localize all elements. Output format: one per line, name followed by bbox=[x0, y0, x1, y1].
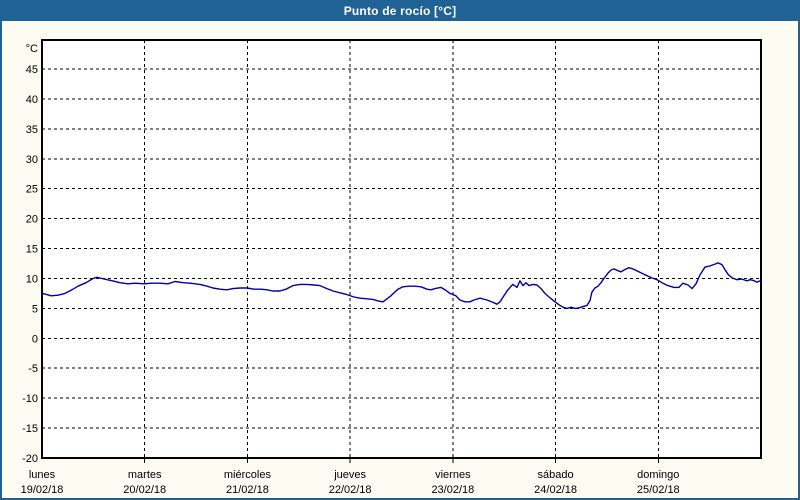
x-day-label: martes bbox=[128, 469, 162, 481]
y-tick-label: -20 bbox=[22, 453, 38, 465]
y-tick-label: 35 bbox=[26, 124, 38, 136]
dew-point-chart: °C 45 40 35 30 25 20 15 10 5 0 -5 -10 -15 -20 lunes 19/0… bbox=[21, 39, 762, 496]
y-tick-label: 45 bbox=[26, 64, 38, 76]
plot-border bbox=[41, 39, 762, 459]
x-day-label: lunes bbox=[29, 469, 56, 481]
y-tick-label: -5 bbox=[28, 363, 38, 375]
x-day-label: domingo bbox=[637, 469, 679, 481]
y-axis-unit-label: °C bbox=[26, 43, 38, 55]
x-date-label: 25/02/18 bbox=[637, 484, 680, 496]
dew-point-series-line bbox=[41, 262, 762, 310]
y-tick-label: 20 bbox=[26, 214, 38, 226]
x-axis-labels: lunes 19/02/18 martes 20/02/18 miércoles 21/0… bbox=[21, 469, 680, 496]
x-day-label: viernes bbox=[435, 469, 471, 481]
y-tick-label: 5 bbox=[32, 303, 38, 315]
y-tick-label: 30 bbox=[26, 154, 38, 166]
chart-titlebar: Punto de rocío [°C] bbox=[2, 2, 798, 21]
x-date-label: 22/02/18 bbox=[329, 484, 372, 496]
x-date-label: 23/02/18 bbox=[431, 484, 474, 496]
y-axis-labels: °C 45 40 35 30 25 20 15 10 5 0 -5 -10 -15 -20 bbox=[22, 43, 38, 465]
y-tick-label: 0 bbox=[32, 333, 38, 345]
x-date-label: 19/02/18 bbox=[21, 484, 64, 496]
y-tick-label: 25 bbox=[26, 184, 38, 196]
x-day-label: jueves bbox=[333, 469, 366, 481]
x-date-label: 20/02/18 bbox=[123, 484, 166, 496]
plot-background bbox=[42, 40, 761, 458]
x-date-label: 21/02/18 bbox=[226, 484, 269, 496]
x-date-label: 24/02/18 bbox=[534, 484, 577, 496]
x-day-label: sábado bbox=[538, 469, 574, 481]
y-tick-label: 15 bbox=[26, 244, 38, 256]
chart-title: Punto de rocío [°C] bbox=[343, 4, 457, 18]
y-tick-label: 40 bbox=[26, 94, 38, 106]
y-tick-label: -15 bbox=[22, 423, 38, 435]
y-tick-label: 10 bbox=[26, 273, 38, 285]
y-tick-label: -10 bbox=[22, 393, 38, 405]
x-day-label: miércoles bbox=[224, 469, 272, 481]
